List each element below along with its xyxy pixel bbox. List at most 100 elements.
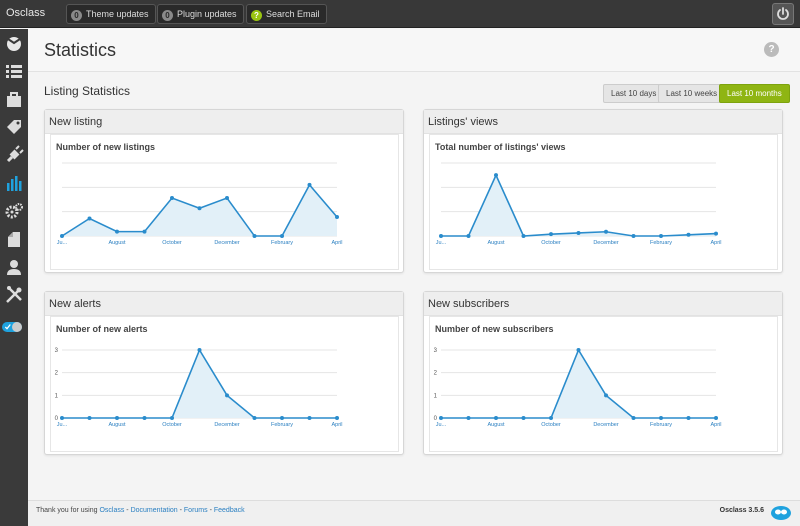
y-tick-label: 1 (434, 393, 438, 399)
data-point (335, 416, 339, 420)
x-tick-label: April (331, 422, 342, 428)
panel-title: New alerts (45, 292, 403, 316)
search-email-label: Search Email (266, 9, 320, 19)
chart-title: Number of new listings (56, 142, 156, 152)
bag-icon[interactable] (4, 89, 24, 109)
user-icon[interactable] (4, 257, 24, 277)
chart-title: Number of new subscribers (435, 324, 554, 334)
x-tick-label: Ju... (436, 422, 447, 428)
panel-title: New subscribers (424, 292, 782, 316)
panel-listings-views: Listings' views Total number of listings… (423, 109, 783, 273)
y-tick-label: 2 (434, 371, 438, 377)
data-point (87, 416, 92, 420)
footer-link-forums[interactable]: Forums (183, 507, 208, 514)
data-point (280, 234, 284, 238)
data-point (170, 196, 174, 201)
y-tick-label: 1 (55, 393, 59, 399)
data-point (197, 206, 202, 211)
x-tick-label: February (650, 240, 672, 246)
panel-new-subscribers: New subscribers Number of new subscriber… (423, 291, 783, 455)
version-label: Osclass 3.5.6 (719, 507, 764, 514)
series-area (441, 175, 716, 236)
range-last-10-weeks-button[interactable]: Last 10 weeks (658, 84, 726, 103)
page-title: Statistics (44, 40, 117, 60)
series-area (62, 350, 337, 418)
range-last-10-days-button[interactable]: Last 10 days (603, 84, 665, 103)
chart-container: Number of new subscribers 0 1 2 3 Ju... Augus… (429, 316, 778, 452)
x-tick-label: August (487, 422, 505, 428)
data-point (549, 232, 553, 237)
data-point (307, 182, 312, 187)
data-point (659, 416, 663, 420)
data-point (439, 234, 443, 238)
data-point (521, 416, 526, 420)
plugin-updates-label: Plugin updates (177, 9, 237, 19)
section-title: Listing Statistics (44, 84, 131, 98)
x-tick-label: December (593, 240, 619, 246)
plugin-updates-button[interactable]: 0 Plugin updates (157, 4, 244, 24)
footer-link-documentation[interactable]: Documentation (130, 507, 178, 514)
data-point (521, 234, 526, 238)
x-tick-label: April (710, 422, 721, 428)
data-point (466, 416, 471, 420)
data-point (60, 234, 64, 238)
y-tick-label: 3 (55, 348, 59, 354)
data-point (714, 416, 718, 420)
data-point (466, 234, 471, 238)
x-tick-label: December (214, 422, 240, 428)
x-tick-label: August (487, 240, 505, 246)
range-last-10-months-button[interactable]: Last 10 months (719, 84, 790, 103)
x-tick-label: February (650, 422, 672, 428)
data-point (439, 416, 443, 420)
data-point (252, 416, 257, 420)
footer-text: Thank you for using Osclass - Documentat… (36, 507, 245, 514)
data-point (686, 232, 691, 237)
x-tick-label: December (593, 422, 619, 428)
document-icon[interactable] (4, 229, 24, 249)
x-tick-label: Ju... (57, 422, 68, 428)
data-point (631, 234, 636, 238)
footer-link-feedback[interactable]: Feedback (213, 507, 245, 514)
x-tick-label: February (271, 240, 293, 246)
theme-updates-button[interactable]: 0 Theme updates (66, 4, 156, 24)
data-point (576, 230, 581, 235)
list-icon[interactable] (4, 61, 24, 81)
y-tick-label: 3 (434, 348, 438, 354)
brand-name[interactable]: Osclass (6, 7, 46, 19)
chart-listings-views: Ju... August October December February April (436, 162, 722, 246)
help-icon[interactable]: ? (764, 42, 779, 57)
y-tick-label: 0 (434, 416, 438, 422)
chart-title: Number of new alerts (56, 324, 148, 334)
chart-container: Number of new listings Ju... August Octobe… (50, 134, 399, 270)
toggle-icon[interactable] (2, 317, 26, 337)
footer-thanks: Thank you for using (36, 507, 98, 514)
data-point (60, 416, 64, 420)
osclass-logo-icon (771, 506, 791, 520)
osclass-logo-icon[interactable] (4, 33, 24, 53)
data-point (686, 416, 691, 420)
x-tick-label: October (162, 240, 182, 246)
data-point (631, 416, 636, 420)
tag-icon[interactable] (4, 117, 24, 137)
panel-new-alerts: New alerts Number of new alerts 0 1 2 3 Ju..… (44, 291, 404, 455)
tools-icon[interactable] (4, 285, 24, 305)
data-point (280, 416, 284, 420)
power-button[interactable] (772, 3, 794, 25)
plugin-updates-count: 0 (162, 10, 173, 21)
x-tick-label: Ju... (436, 240, 447, 246)
series-area (441, 350, 716, 418)
x-tick-label: February (271, 422, 293, 428)
gears-icon[interactable] (4, 201, 24, 221)
x-tick-label: April (710, 240, 721, 246)
plug-icon[interactable] (4, 145, 24, 165)
footer-link-osclass[interactable]: Osclass (99, 507, 125, 514)
top-bar: Osclass 0 Theme updates 0 Plugin updates ?… (0, 0, 800, 28)
data-point (87, 216, 92, 221)
data-point (115, 416, 119, 420)
chart-container: Total number of listings' views Ju... Aug… (429, 134, 778, 270)
x-tick-label: October (162, 422, 182, 428)
panel-title: New listing (45, 110, 403, 134)
x-tick-label: October (541, 422, 561, 428)
search-email-button[interactable]: ? Search Email (246, 4, 327, 24)
bar-chart-icon[interactable] (4, 173, 24, 193)
